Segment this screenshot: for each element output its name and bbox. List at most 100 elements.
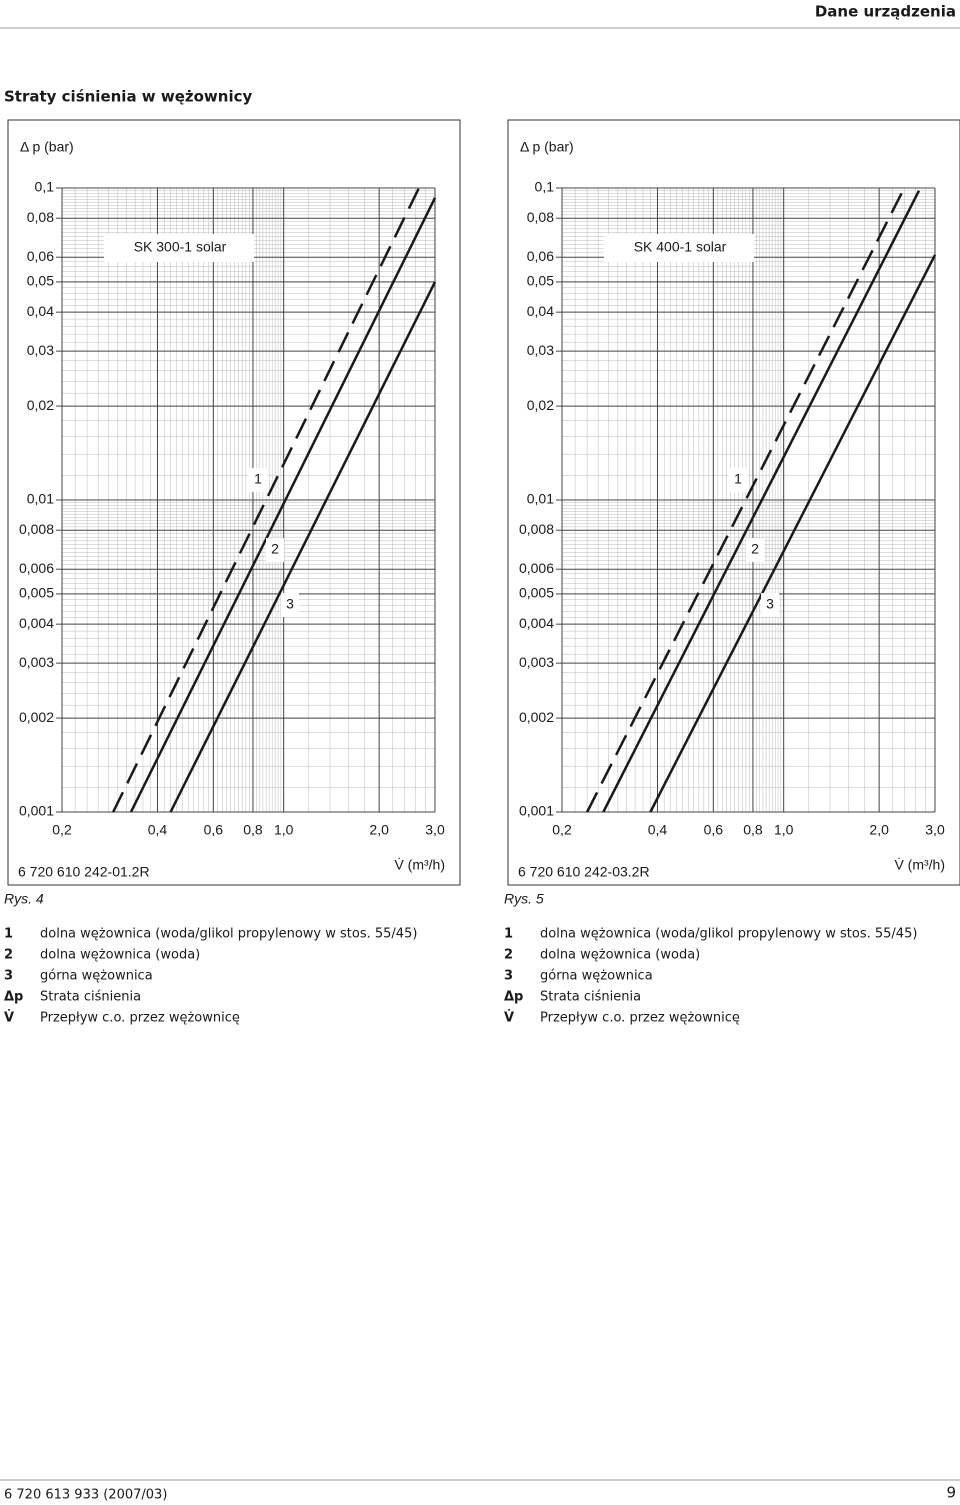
x-tick-label: 0,6 — [704, 822, 724, 838]
legend-text: dolna wężownica (woda/glikol propylenowy… — [540, 927, 917, 942]
legend-key: 2 — [504, 948, 513, 963]
legend-key: V̇ — [4, 1010, 14, 1025]
curve-label: 1 — [254, 471, 262, 487]
y-tick-label: 0,006 — [19, 560, 54, 576]
y-tick-label: 0,001 — [19, 803, 54, 819]
curve — [602, 190, 921, 813]
x-tick-label: 2,0 — [369, 822, 389, 838]
curve-label: 1 — [734, 471, 742, 487]
curve-label-bg — [266, 538, 284, 562]
chart-title: SK 400-1 solar — [634, 239, 727, 255]
curve-label-bg — [746, 538, 764, 562]
legend-key: 1 — [4, 927, 13, 942]
curve-label-bg — [729, 468, 747, 492]
x-tick-label: 2,0 — [869, 822, 889, 838]
caption: Rys. 5 — [504, 891, 544, 907]
curve-label: 2 — [751, 541, 759, 557]
legend-text: Strata ciśnienia — [540, 990, 641, 1005]
legend-key: 3 — [504, 969, 513, 984]
title-bg — [604, 234, 754, 262]
legend-text: Przepływ c.o. przez wężownicę — [40, 1011, 240, 1026]
section-title: Straty ciśnienia w wężownicy — [4, 88, 252, 106]
curve-label: 2 — [271, 541, 279, 557]
curve-label-bg — [761, 593, 779, 617]
curve — [112, 187, 421, 813]
y-tick-label: 0,06 — [27, 248, 54, 264]
legend-key: 3 — [4, 969, 13, 984]
y-tick-label: 0,08 — [527, 209, 554, 225]
y-tick-label: 0,01 — [527, 491, 554, 507]
x-tick-label: 0,2 — [552, 822, 572, 838]
curve — [585, 187, 906, 813]
y-tick-label: 0,04 — [27, 303, 54, 319]
y-tick-label: 0,002 — [19, 709, 54, 725]
x-tick-label: 0,6 — [204, 822, 224, 838]
chart-frame — [507, 119, 960, 886]
title-bg — [104, 234, 254, 262]
legend-text: górna wężownica — [540, 969, 653, 984]
x-axis-label: V̇ (m³/h) — [894, 857, 945, 873]
curve — [649, 254, 937, 813]
caption: Rys. 4 — [4, 891, 44, 907]
footer-code: 6 720 613 933 (2007/03) — [4, 1488, 167, 1503]
figure-code: 6 720 610 242-01.2R — [18, 864, 150, 880]
curve-label: 3 — [286, 596, 294, 612]
y-tick-label: 0,06 — [527, 248, 554, 264]
y-tick-label: 0,08 — [27, 209, 54, 225]
x-tick-label: 0,4 — [148, 822, 168, 838]
legend-key: V̇ — [504, 1010, 514, 1025]
y-tick-label: 0,1 — [35, 179, 55, 195]
y-tick-label: 0,05 — [527, 273, 554, 289]
x-tick-label: 1,0 — [274, 822, 294, 838]
x-tick-label: 0,2 — [52, 822, 72, 838]
legend-text: górna wężownica — [40, 969, 153, 984]
y-tick-label: 0,006 — [519, 560, 554, 576]
legend-key: Δp — [504, 990, 523, 1005]
curve-label-bg — [281, 593, 299, 617]
curve — [169, 281, 437, 813]
figure-code: 6 720 610 242-03.2R — [518, 864, 650, 880]
legend-key: 1 — [504, 927, 513, 942]
y-tick-label: 0,004 — [19, 615, 54, 631]
x-tick-label: 3,0 — [925, 822, 945, 838]
x-tick-label: 3,0 — [425, 822, 445, 838]
y-tick-label: 0,04 — [527, 303, 554, 319]
y-tick-label: 0,001 — [519, 803, 554, 819]
legend-key: 2 — [4, 948, 13, 963]
y-axis-label: Δ p (bar) — [520, 139, 574, 155]
y-tick-label: 0,004 — [519, 615, 554, 631]
legend-key: Δp — [4, 990, 23, 1005]
y-tick-label: 0,008 — [519, 521, 554, 537]
x-tick-label: 0,8 — [243, 822, 263, 838]
page-number: 9 — [946, 1484, 956, 1502]
y-tick-label: 0,02 — [527, 397, 554, 413]
y-tick-label: 0,05 — [27, 273, 54, 289]
y-tick-label: 0,005 — [519, 585, 554, 601]
y-tick-label: 0,03 — [527, 342, 554, 358]
y-axis-label: Δ p (bar) — [20, 139, 74, 155]
legend-text: dolna wężownica (woda) — [540, 948, 700, 963]
x-tick-label: 0,8 — [743, 822, 763, 838]
curve-label: 3 — [766, 596, 774, 612]
x-tick-label: 1,0 — [774, 822, 794, 838]
y-tick-label: 0,01 — [27, 491, 54, 507]
y-tick-label: 0,003 — [519, 654, 554, 670]
header-title: Dane urządzenia — [815, 3, 956, 21]
y-tick-label: 0,008 — [19, 521, 54, 537]
curve — [129, 197, 437, 813]
y-tick-label: 0,002 — [519, 709, 554, 725]
y-tick-label: 0,005 — [19, 585, 54, 601]
legend-text: Przepływ c.o. przez wężownicę — [540, 1011, 740, 1026]
y-tick-label: 0,1 — [535, 179, 555, 195]
legend-text: dolna wężownica (woda) — [40, 948, 200, 963]
x-tick-label: 0,4 — [648, 822, 668, 838]
legend-text: Strata ciśnienia — [40, 990, 141, 1005]
y-tick-label: 0,03 — [27, 342, 54, 358]
chart-title: SK 300-1 solar — [134, 239, 227, 255]
x-axis-label: V̇ (m³/h) — [394, 857, 445, 873]
y-tick-label: 0,003 — [19, 654, 54, 670]
curve-label-bg — [249, 468, 267, 492]
chart-frame — [7, 119, 461, 886]
y-tick-label: 0,02 — [27, 397, 54, 413]
